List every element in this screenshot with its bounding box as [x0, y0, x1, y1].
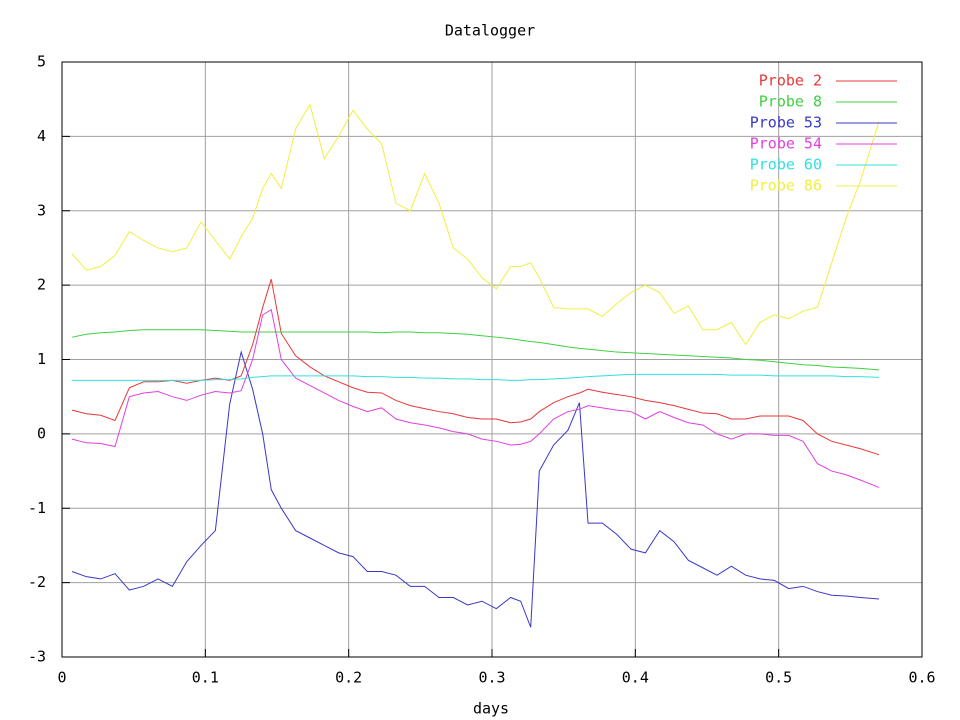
legend-label: Probe 53	[750, 114, 822, 132]
legend: Probe 2 Probe 8 Probe 53 Probe 54 Probe 60 Pr…	[750, 72, 897, 195]
x-tick-label: 0.2	[335, 669, 362, 687]
x-tick-label: 0.5	[765, 669, 792, 687]
y-tick-label: 1	[37, 350, 46, 368]
y-tick-label: 3	[37, 201, 46, 219]
series-line	[72, 373, 880, 381]
y-tick-label: -3	[28, 648, 46, 666]
y-tick-label: -1	[28, 499, 46, 517]
x-tick-label: 0.3	[478, 669, 505, 687]
chart-title: Datalogger	[445, 22, 535, 40]
y-tick-label: 5	[37, 53, 46, 71]
y-tick-label: -2	[28, 573, 46, 591]
x-tick-label: 0.4	[622, 669, 649, 687]
y-tick-label: 2	[37, 276, 46, 294]
x-tick-label: 0	[57, 669, 66, 687]
series-line	[71, 103, 880, 346]
y-tick-label: 0	[37, 424, 46, 442]
legend-label: Probe 86	[750, 177, 822, 195]
x-axis-label: days	[473, 700, 509, 718]
plot-frame	[61, 61, 923, 658]
legend-label: Probe 54	[750, 135, 822, 153]
series-line	[71, 279, 880, 456]
y-tick-label: 4	[37, 127, 46, 145]
legend-label: Probe 60	[750, 156, 822, 174]
series-line	[71, 329, 880, 371]
x-tick-label: 0.6	[908, 669, 935, 687]
series-line	[71, 350, 880, 628]
legend-label: Probe 8	[759, 93, 822, 111]
lines	[71, 103, 880, 628]
x-tick-label: 0.1	[192, 669, 219, 687]
series-line	[71, 308, 880, 488]
legend-label: Probe 2	[759, 72, 822, 90]
